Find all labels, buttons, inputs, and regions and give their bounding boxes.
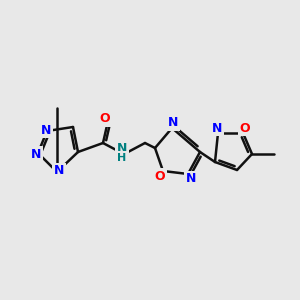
Text: O: O: [240, 122, 250, 134]
Text: N: N: [212, 122, 222, 134]
Text: N: N: [117, 142, 127, 155]
Text: N: N: [41, 124, 51, 136]
Text: N: N: [168, 116, 178, 130]
Text: O: O: [100, 112, 110, 125]
Text: N: N: [54, 164, 64, 178]
Text: N: N: [186, 172, 196, 185]
Text: H: H: [117, 153, 127, 163]
Text: O: O: [155, 169, 165, 182]
Text: N: N: [31, 148, 41, 160]
